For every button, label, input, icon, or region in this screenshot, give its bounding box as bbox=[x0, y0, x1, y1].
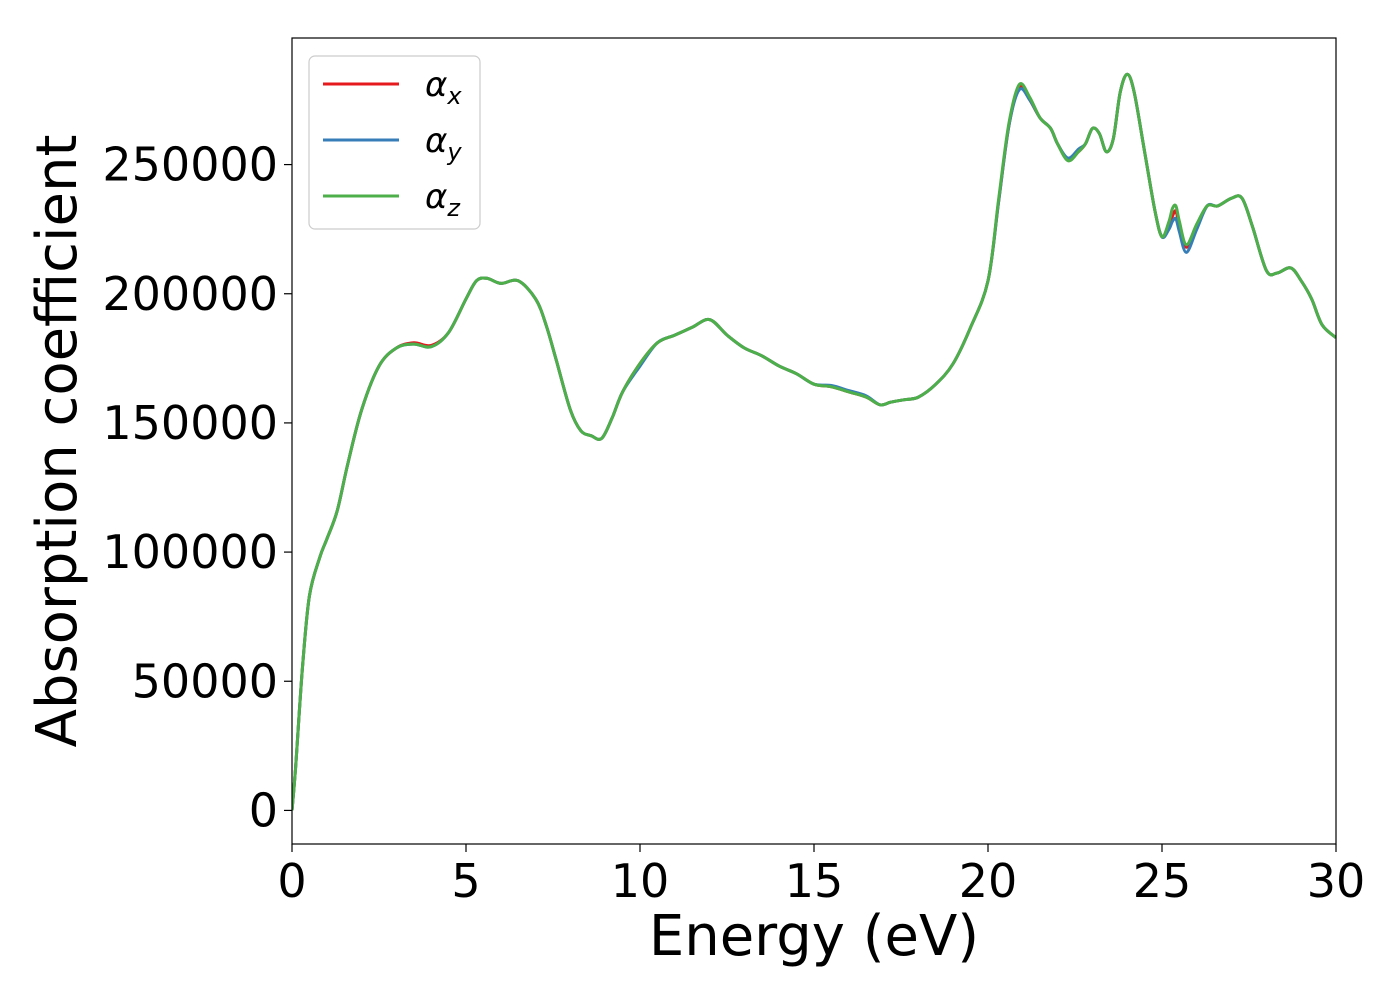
y-axis-label: Absorption coefficient bbox=[25, 135, 90, 748]
x-tick-label: 25 bbox=[1133, 854, 1192, 908]
x-axis-label: Energy (eV) bbox=[649, 904, 979, 969]
legend-label: αx bbox=[425, 65, 462, 110]
legend-box bbox=[308, 55, 481, 230]
legend-label: αy bbox=[425, 121, 462, 166]
y-tick-label: 100000 bbox=[102, 525, 278, 579]
y-tick-label: 0 bbox=[249, 783, 278, 837]
series-line-3 bbox=[292, 72, 1336, 811]
x-tick-label: 10 bbox=[611, 854, 670, 908]
x-tick-label: 30 bbox=[1307, 854, 1366, 908]
series-layer bbox=[292, 72, 1336, 811]
x-axis: 0 5 10 15 20 25 30 bbox=[277, 844, 1365, 908]
y-tick-label: 50000 bbox=[132, 654, 278, 708]
y-tick-label: 150000 bbox=[102, 396, 278, 450]
y-axis: 0 50000 100000 150000 200000 250000 bbox=[102, 138, 292, 837]
legend-label: αz bbox=[425, 177, 461, 222]
x-tick-label: 15 bbox=[785, 854, 844, 908]
y-tick-label: 200000 bbox=[102, 267, 278, 321]
x-tick-label: 0 bbox=[277, 854, 306, 908]
legend: αx αy αz bbox=[308, 55, 481, 230]
x-tick-label: 20 bbox=[959, 854, 1018, 908]
x-tick-label: 5 bbox=[451, 854, 480, 908]
y-tick-label: 250000 bbox=[102, 138, 278, 192]
